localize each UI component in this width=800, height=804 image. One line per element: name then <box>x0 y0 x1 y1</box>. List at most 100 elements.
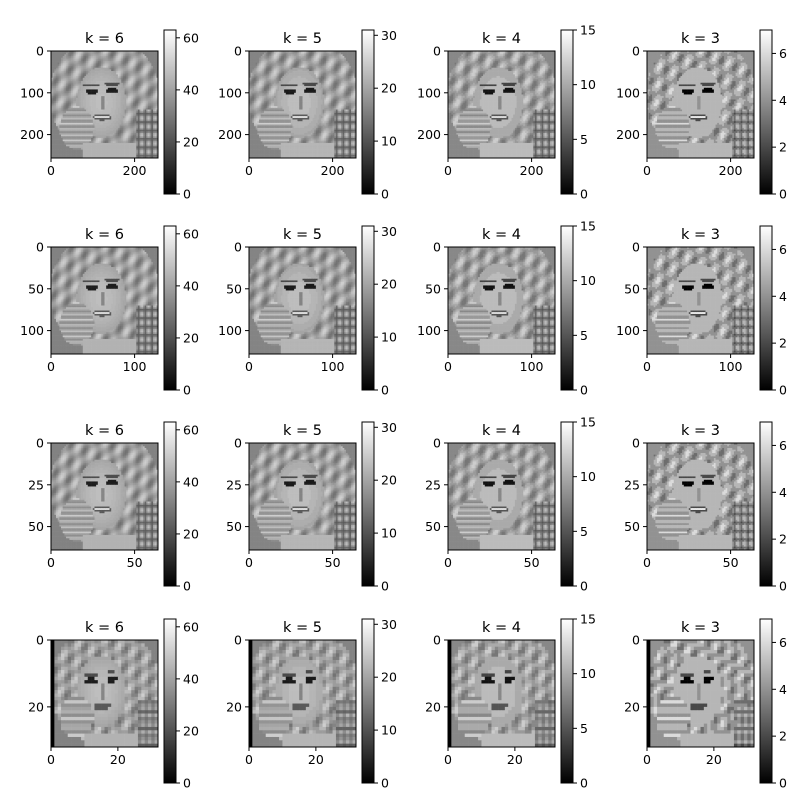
image-pixel <box>73 54 75 56</box>
image-pixel <box>54 89 56 91</box>
image-pixel <box>143 99 145 101</box>
image-pixel <box>108 63 110 65</box>
image-pixel <box>116 108 118 110</box>
image-pixel <box>143 81 145 83</box>
subplot-image <box>51 51 158 158</box>
image-pixel <box>126 54 128 56</box>
image-pixel <box>54 73 56 75</box>
image-pixel <box>153 81 155 83</box>
image-pixel <box>63 54 65 56</box>
image-pixel <box>135 99 137 101</box>
image-pixel <box>73 99 75 101</box>
image-pixel <box>126 63 128 65</box>
image-pixel <box>143 89 145 91</box>
image-pixel <box>73 63 75 65</box>
image-pixel <box>135 63 137 65</box>
image-pixel <box>99 81 101 83</box>
image-pixel <box>143 116 145 118</box>
image-pixel <box>54 81 56 83</box>
image-pixel <box>73 73 75 75</box>
image-pixel <box>135 108 137 110</box>
image-pixel <box>108 54 110 56</box>
image-pixel <box>99 116 101 118</box>
image-pixel <box>54 54 56 56</box>
image-pixel <box>81 99 83 101</box>
image-pixel <box>63 63 65 65</box>
image-pixel <box>108 89 110 91</box>
image-pixel <box>143 73 145 75</box>
image-pixel <box>81 54 83 56</box>
image-pixel <box>99 99 101 101</box>
image-pixel <box>108 81 110 83</box>
image-pixel <box>89 63 91 65</box>
image-pixel <box>108 73 110 75</box>
image-pixel <box>73 81 75 83</box>
image-pixel <box>108 108 110 110</box>
image-pixel <box>89 99 91 101</box>
image-pixel <box>143 54 145 56</box>
image-pixel <box>126 73 128 75</box>
image-pixel <box>108 116 110 118</box>
image-pixel <box>73 108 75 110</box>
image-pixel <box>116 54 118 56</box>
image-pixel <box>89 108 91 110</box>
image-pixel <box>153 73 155 75</box>
image-pixel <box>126 116 128 118</box>
image-pixel <box>153 54 155 56</box>
image-pixel <box>126 99 128 101</box>
image-pixel <box>63 108 65 110</box>
image-pixel <box>116 63 118 65</box>
image-pixel <box>89 54 91 56</box>
image-pixel <box>99 54 101 56</box>
image-pixel <box>135 116 137 118</box>
image-pixel <box>135 73 137 75</box>
image-pixel <box>54 99 56 101</box>
image-pixel <box>89 89 91 91</box>
image-pixel <box>54 63 56 65</box>
image-pixel <box>54 108 56 110</box>
image-pixel <box>99 73 101 75</box>
image-pixel <box>126 108 128 110</box>
image-pixel <box>108 99 110 101</box>
image-pixel <box>153 116 155 118</box>
image-pixel <box>99 108 101 110</box>
image-pixel <box>116 81 118 83</box>
image-pixel <box>135 54 137 56</box>
image-pixel <box>63 99 65 101</box>
image-pixel <box>81 81 83 83</box>
image-pixel <box>116 116 118 118</box>
image-pixel <box>73 116 75 118</box>
image-pixel <box>116 99 118 101</box>
image-pixel <box>81 108 83 110</box>
image-pixel <box>116 73 118 75</box>
subplot-title: k = 6 <box>85 31 124 47</box>
image-pixel <box>81 73 83 75</box>
image-pixel <box>153 63 155 65</box>
image-pixel <box>153 108 155 110</box>
image-pixel <box>143 63 145 65</box>
image-pixel <box>63 116 65 118</box>
image-pixel <box>99 89 101 91</box>
image-pixel <box>63 89 65 91</box>
image-pixel <box>89 81 91 83</box>
image-pixel <box>63 73 65 75</box>
image-pixel <box>73 89 75 91</box>
image-pixel <box>89 116 91 118</box>
image-pixel <box>81 63 83 65</box>
image-pixel <box>126 89 128 91</box>
image-pixel <box>116 89 118 91</box>
image-pixel <box>89 73 91 75</box>
image-pixel <box>153 89 155 91</box>
image-pixel <box>126 81 128 83</box>
image-pixel <box>135 89 137 91</box>
image-pixel <box>99 63 101 65</box>
image-pixel <box>54 116 56 118</box>
image-pixel <box>81 116 83 118</box>
image-pixel <box>81 89 83 91</box>
image-pixel <box>135 81 137 83</box>
image-pixel <box>153 99 155 101</box>
image-pixel <box>63 81 65 83</box>
image-pixel <box>143 108 145 110</box>
